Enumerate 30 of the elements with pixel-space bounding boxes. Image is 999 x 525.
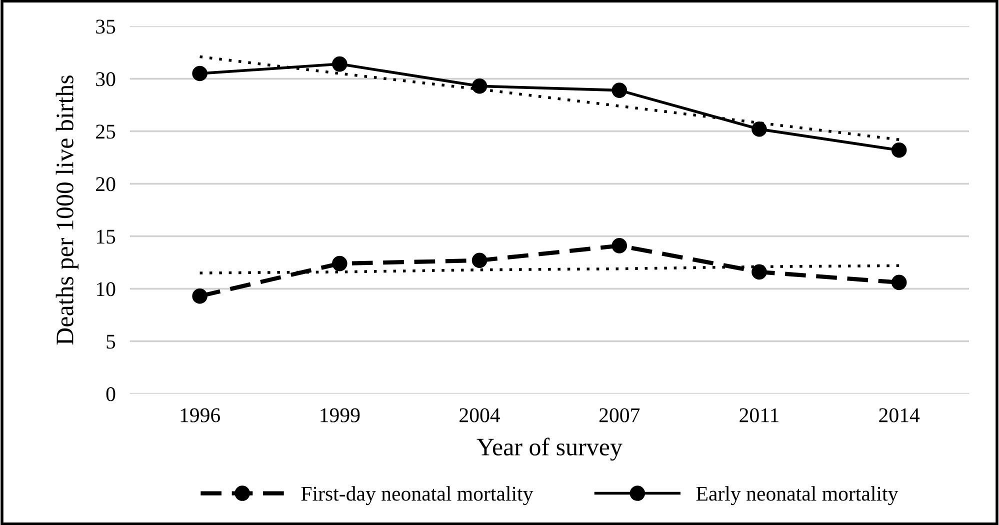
x-tick-label: 2007 xyxy=(599,408,640,422)
point xyxy=(192,66,208,82)
point xyxy=(612,82,628,98)
x-tick-label: 1996 xyxy=(180,408,220,422)
point xyxy=(752,264,767,280)
y-tick-label: 10 xyxy=(96,282,116,296)
point xyxy=(891,274,907,290)
y-tick-label: 30 xyxy=(96,72,116,86)
point xyxy=(192,288,208,304)
point xyxy=(612,238,628,254)
point xyxy=(332,56,348,72)
y-tick-label: 0 xyxy=(106,387,116,402)
y-tick-label: 15 xyxy=(96,230,116,244)
y-tick-label: 25 xyxy=(96,124,116,139)
y-axis-title: Deaths per 1000 live births xyxy=(56,76,78,345)
point xyxy=(752,122,767,137)
legend-label: Early neonatal mortality xyxy=(696,486,898,506)
x-tick-label: 2014 xyxy=(879,408,920,422)
y-tick-label: 20 xyxy=(96,177,116,192)
y-tick-label: 35 xyxy=(96,20,116,34)
x-tick-label: 2011 xyxy=(740,408,778,422)
point xyxy=(472,252,488,268)
point xyxy=(891,142,907,158)
x-tick-label: 2004 xyxy=(460,408,500,422)
x-tick-label: 1999 xyxy=(320,408,360,422)
x-axis-title: Year of survey xyxy=(476,438,622,461)
point xyxy=(472,78,488,94)
legend-label: First-day neonatal mortality xyxy=(301,486,534,506)
y-tick-label: 5 xyxy=(106,334,116,349)
point xyxy=(332,256,348,272)
